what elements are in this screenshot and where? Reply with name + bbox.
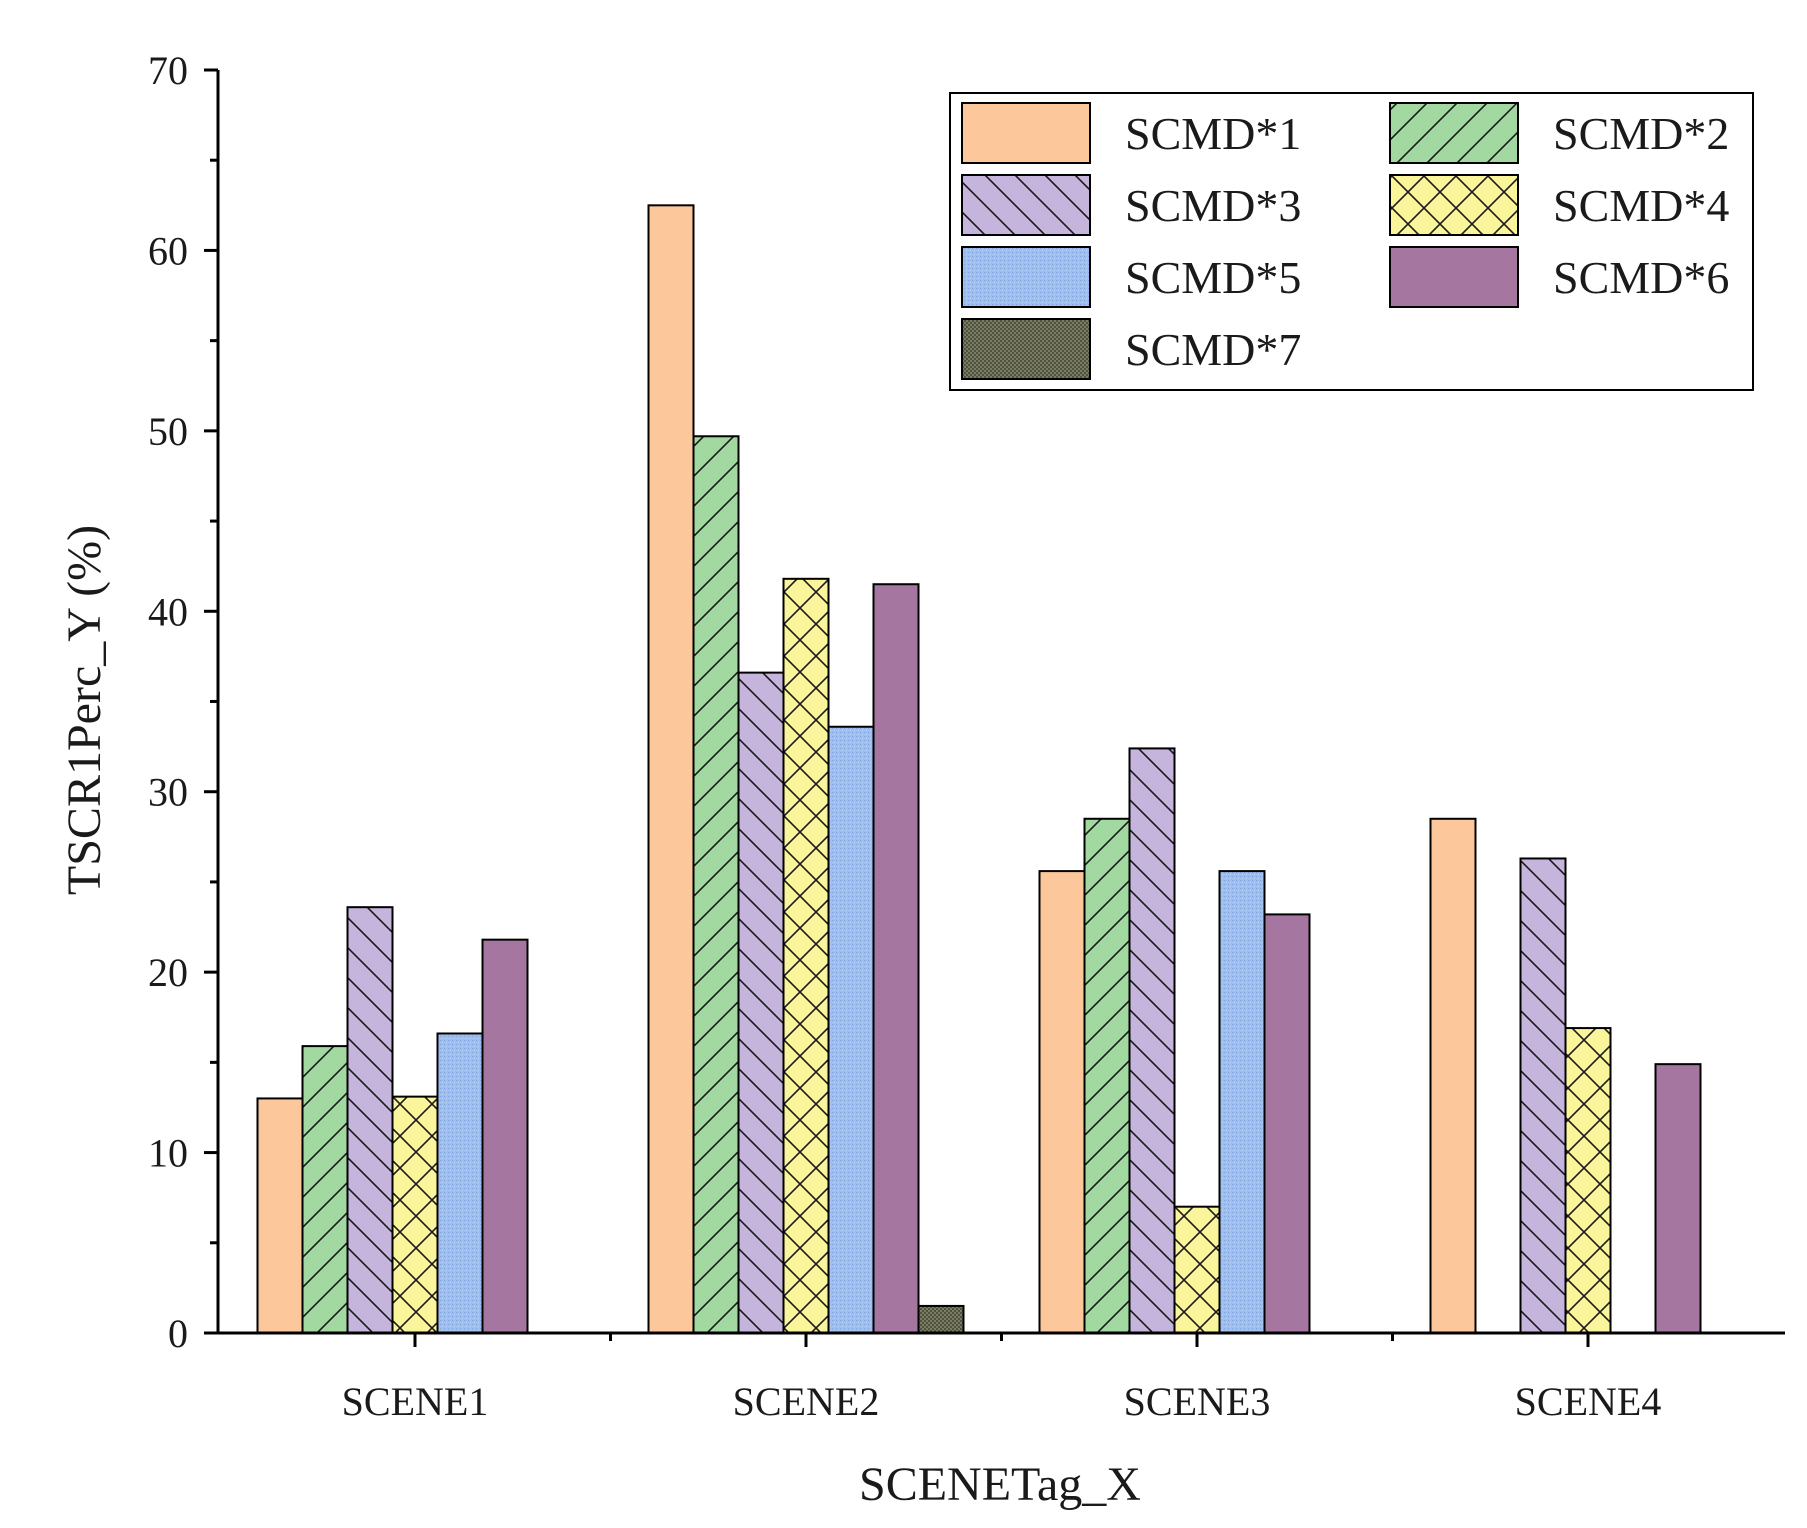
legend-label: SCMD*3: [1125, 180, 1301, 231]
legend-swatch: [961, 174, 1091, 236]
bar-scmd-6-scene1: [481, 938, 529, 1334]
legend-swatch: [1389, 246, 1519, 308]
legend-swatch: [961, 318, 1091, 380]
y-tick-label: 20: [148, 950, 188, 995]
x-tick-label: SCENE3: [1124, 1379, 1271, 1424]
bar-scmd-3-scene3: [1128, 747, 1176, 1334]
bar-scmd-6-scene3: [1263, 913, 1311, 1334]
bar-scmd-1-scene4: [1429, 817, 1477, 1334]
bar-scmd-4-scene4: [1564, 1027, 1612, 1334]
bar-scmd-3-scene1: [346, 906, 394, 1335]
bar-scmd-5-scene3: [1218, 870, 1266, 1334]
y-tick-label: 50: [148, 409, 188, 454]
y-tick-label: 70: [148, 48, 188, 93]
y-tick-label: 30: [148, 770, 188, 815]
legend-swatch: [1389, 102, 1519, 164]
bar-scmd-1-scene2: [647, 204, 695, 1335]
x-tick-label: SCENE4: [1515, 1379, 1662, 1424]
bar-scmd-5-scene1: [436, 1032, 484, 1334]
bar-scmd-7-scene2: [917, 1304, 965, 1334]
y-tick-label: 60: [148, 228, 188, 273]
bar-scmd-2-scene3: [1083, 817, 1131, 1334]
legend-swatch: [1389, 174, 1519, 236]
legend-swatch: [961, 102, 1091, 164]
y-tick-label: 0: [168, 1311, 188, 1356]
bar-scmd-1-scene3: [1038, 870, 1086, 1334]
bars-layer: [256, 204, 1702, 1335]
bar-scmd-1-scene1: [256, 1097, 304, 1335]
y-axis-title: TSCR1Perc_Y (%): [58, 525, 111, 895]
bar-scmd-4-scene1: [391, 1095, 439, 1334]
axes: 0 10 20 30 40 50 60 70 SCENE1 SCENE2 SCENE3 SCENE4: [148, 48, 1785, 1424]
bar-scmd-5-scene2: [827, 725, 875, 1334]
bar-scmd-6-scene2: [872, 583, 920, 1334]
legend-label: SCMD*2: [1553, 108, 1729, 159]
x-tick-label: SCENE1: [342, 1379, 489, 1424]
bar-scmd-2-scene2: [692, 435, 740, 1334]
bar-scmd-3-scene2: [737, 671, 785, 1334]
legend-label: SCMD*1: [1125, 108, 1301, 159]
x-tick-label: SCENE2: [733, 1379, 880, 1424]
legend-label: SCMD*4: [1553, 180, 1729, 231]
bar-scmd-4-scene3: [1173, 1205, 1221, 1334]
y-tick-label: 10: [148, 1131, 188, 1176]
legend-label: SCMD*5: [1125, 252, 1301, 303]
legend: SCMD*1 SCMD*2 SCMD*3 SCMD*4 SCMD*5 SCMD*6 SCMD…: [949, 92, 1754, 391]
bar-scmd-3-scene4: [1519, 857, 1567, 1334]
x-ticks: SCENE1 SCENE2 SCENE3 SCENE4: [342, 1333, 1662, 1424]
y-ticks: 0 10 20 30 40 50 60 70: [148, 48, 218, 1356]
y-tick-label: 40: [148, 589, 188, 634]
legend-swatch: [961, 246, 1091, 308]
bar-scmd-2-scene1: [301, 1045, 349, 1334]
legend-label: SCMD*7: [1125, 324, 1301, 375]
bar-scmd-6-scene4: [1654, 1063, 1702, 1334]
x-axis-title: SCENETag_X: [859, 1458, 1141, 1511]
bar-scmd-4-scene2: [782, 577, 830, 1334]
legend-label: SCMD*6: [1553, 252, 1729, 303]
